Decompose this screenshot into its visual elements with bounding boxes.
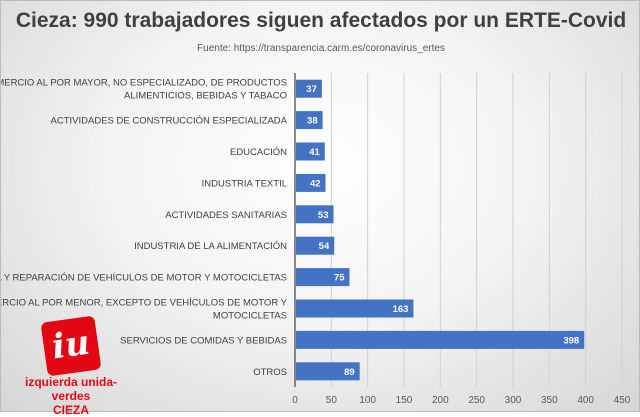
data-label: 42 (310, 178, 321, 189)
x-tick-label: 350 (541, 395, 558, 406)
category-label: OTROS (253, 367, 287, 378)
bar (296, 330, 585, 349)
bar (296, 205, 334, 224)
x-tick-label: 0 (292, 395, 298, 406)
category-label: INDUSTRIA DE LA ALIMENTACIÓN (134, 241, 287, 252)
data-label: 37 (306, 84, 317, 95)
category-label: INDUSTRIA TEXTIL (202, 178, 287, 189)
x-tick-label: 150 (396, 395, 413, 406)
logo-mark: iu (40, 315, 102, 377)
logo: iu izquierda unida-verdes CIEZA (15, 315, 127, 417)
category-label: EDUCACIÓN (230, 147, 287, 158)
x-tick-label: 300 (505, 395, 522, 406)
category-label: ACTIVIDADES SANITARIAS (165, 210, 287, 221)
bar (296, 79, 322, 98)
x-tick-label: 200 (432, 395, 449, 406)
category-label: COMERCIO AL POR MAYOR, NO ESPECIALIZADO,… (1, 78, 287, 89)
category-label: SERVICIOS DE COMIDAS Y BEBIDAS (120, 335, 287, 346)
bar (296, 362, 360, 381)
category-label: MOTOCICLETAS (213, 311, 287, 322)
bar (296, 268, 350, 287)
x-tick-label: 400 (577, 395, 594, 406)
bar (296, 111, 323, 130)
x-tick-label: 250 (468, 395, 485, 406)
category-label: VENTA Y REPARACIÓN DE VEHÍCULOS DE MOTOR… (1, 273, 287, 284)
data-label: 398 (563, 335, 579, 346)
x-tick-label: 50 (326, 395, 338, 406)
bar (296, 299, 414, 318)
bar (296, 173, 326, 192)
logo-text: izquierda unida-verdes (24, 375, 117, 403)
bar (296, 142, 325, 161)
x-tick-label: 450 (614, 395, 631, 406)
data-label: 163 (393, 304, 409, 315)
bar (296, 236, 335, 255)
data-label: 41 (309, 147, 320, 158)
chart-subtitle: Fuente: https://transparencia.carm.es/co… (197, 43, 445, 54)
x-tick-label: 100 (359, 395, 376, 406)
data-label: 38 (307, 116, 318, 127)
category-label: ACTIVIDADES DE CONSTRUCCIÓN ESPECIALIZAD… (51, 116, 288, 127)
logo-city: CIEZA (53, 403, 89, 417)
data-label: 89 (344, 367, 355, 378)
chart-title: Cieza: 990 trabajadores siguen afectados… (15, 9, 627, 32)
category-label: COMERCIO AL POR MENOR, EXCEPTO DE VEHÍCU… (1, 298, 288, 309)
data-label: 75 (334, 273, 345, 284)
data-label: 53 (318, 210, 329, 221)
category-label: ALIMENTICIOS, BEBIDAS Y TABACO (124, 91, 287, 102)
data-label: 54 (319, 241, 330, 252)
